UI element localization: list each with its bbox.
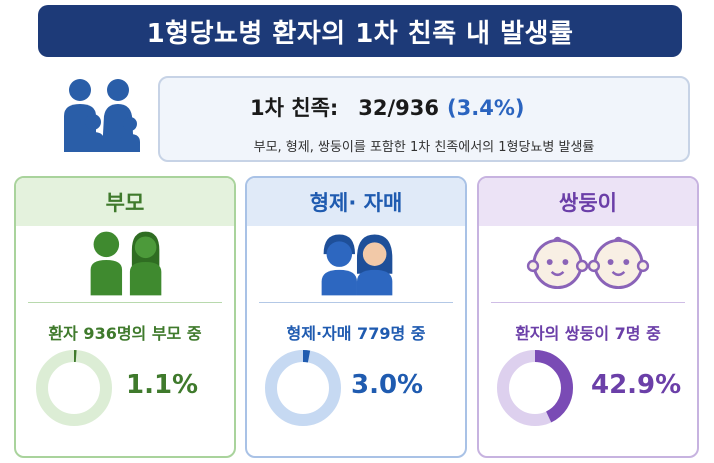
card-percent: 1.1%	[126, 370, 199, 400]
card-header: 형제· 자매	[247, 178, 465, 226]
card-header: 쌍둥이	[479, 178, 697, 226]
summary-box: 1차 친족: 32/936 (3.4%) 부모, 형제, 쌍둥이를 포함한 1차…	[158, 76, 690, 162]
donut-arc	[497, 350, 573, 426]
card-subtitle: 환자 936명의 부모 중	[48, 324, 202, 343]
summary-line: 1차 친족: 32/936 (3.4%)	[250, 92, 524, 122]
family-icon	[64, 79, 140, 152]
card-divider	[491, 302, 685, 303]
card-divider	[259, 302, 453, 303]
card-header: 부모	[16, 178, 234, 226]
page-title: 1형당뇨병 환자의 1차 친족 내 발생률	[146, 18, 574, 49]
summary-description: 부모, 형제, 쌍둥이를 포함한 1차 친족에서의 1형당뇨병 발생률	[253, 140, 595, 155]
parents-icon	[90, 231, 162, 296]
card-title: 쌍둥이	[559, 191, 617, 215]
donut-track	[265, 350, 341, 426]
card-divider	[28, 302, 222, 303]
summary-label: 1차 친족:	[250, 96, 339, 120]
donut-chart	[497, 350, 573, 426]
donut-track	[36, 350, 112, 426]
twins-icon	[526, 236, 650, 290]
card-title: 부모	[105, 191, 145, 215]
card-subtitle: 형제·자매 779명 중	[286, 324, 426, 343]
card-siblings: 형제· 자매 형제·자매 779명 중 3.0%	[245, 176, 467, 458]
donut-chart	[265, 350, 341, 426]
summary-value: 32/936	[358, 96, 440, 120]
card-twins: 쌍둥이 환자의 쌍둥이 7명 중 42.9%	[477, 176, 699, 458]
siblings-icon	[321, 234, 393, 296]
card-percent: 3.0%	[351, 370, 424, 400]
donut-arc	[265, 350, 341, 426]
card-subtitle: 환자의 쌍둥이 7명 중	[515, 324, 661, 343]
donut-chart	[36, 350, 112, 426]
title-banner: 1형당뇨병 환자의 1차 친족 내 발생률	[38, 5, 682, 57]
card-parents: 부모 환자 936명의 부모 중 1.1%	[14, 176, 236, 458]
donut-arc	[36, 350, 112, 426]
card-title: 형제· 자매	[309, 191, 403, 215]
summary-percent: (3.4%)	[447, 96, 525, 120]
card-percent: 42.9%	[591, 370, 682, 400]
